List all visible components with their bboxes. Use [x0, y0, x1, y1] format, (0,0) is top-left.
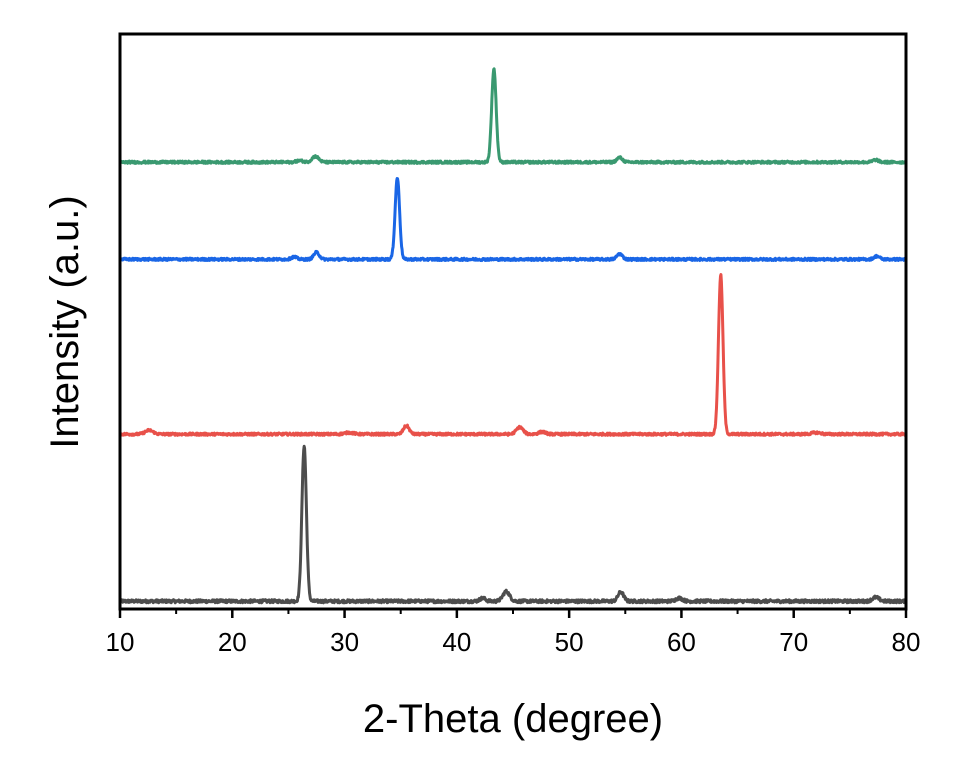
xrd-pattern-3	[118, 177, 908, 262]
xrd-pattern-1	[118, 444, 908, 605]
xrd-pattern-2	[118, 273, 908, 437]
x-tick-label: 40	[442, 627, 471, 657]
y-axis-title: Intensity (a.u.)	[43, 195, 87, 448]
xrd-pattern-4	[118, 67, 908, 165]
x-tick-label: 80	[892, 627, 921, 657]
series-layer	[118, 67, 908, 605]
x-tick-label: 60	[667, 627, 696, 657]
x-tick-label: 10	[106, 627, 135, 657]
x-tick-label: 70	[779, 627, 808, 657]
x-tick-label: 20	[218, 627, 247, 657]
x-tick-label: 30	[330, 627, 359, 657]
x-axis-title: 2-Theta (degree)	[363, 697, 663, 741]
x-tick-label: 50	[555, 627, 584, 657]
plot-frame	[118, 32, 908, 611]
x-axis-ticks: 10 20 30 40 50 60 70 80	[106, 609, 921, 657]
